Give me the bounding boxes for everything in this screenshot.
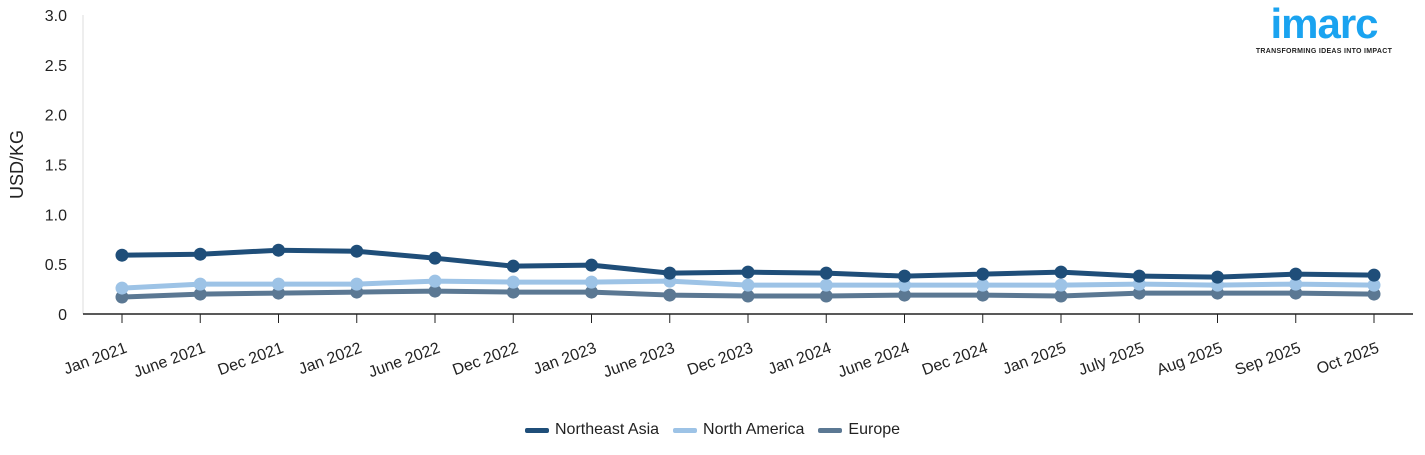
legend-swatch [673, 427, 698, 433]
x-tick-label: Jan 2021 [62, 340, 130, 379]
x-tick-label: Dec 2021 [216, 340, 286, 379]
data-point [663, 266, 677, 280]
x-tick-label: June 2021 [132, 340, 208, 382]
x-tick-label: Sep 2025 [1233, 340, 1303, 379]
logo-word: imarc [1270, 0, 1378, 47]
x-tick-label: Dec 2024 [920, 340, 990, 379]
data-point [1367, 268, 1381, 282]
y-tick-label: 3.0 [45, 8, 67, 25]
legend-label: North America [703, 421, 805, 438]
data-point [1054, 278, 1068, 292]
data-point [663, 288, 677, 302]
data-point [976, 288, 990, 302]
y-tick-label: 2.0 [45, 108, 67, 125]
data-point [350, 244, 364, 258]
data-point [976, 267, 990, 281]
data-point [506, 259, 520, 273]
data-point [819, 289, 833, 303]
x-tick-label: Jan 2025 [1001, 340, 1069, 379]
x-tick-label: June 2022 [366, 340, 442, 382]
data-point [193, 277, 207, 291]
data-point [976, 278, 990, 292]
y-axis-label: USD/KG [7, 130, 27, 199]
x-tick-label: July 2025 [1076, 340, 1146, 379]
data-point [1132, 269, 1146, 283]
data-point [1367, 278, 1381, 292]
data-point [428, 284, 442, 298]
legend: Northeast Asia North America Europe [0, 421, 1425, 439]
y-tick-label: 0 [58, 307, 67, 324]
legend-item[interactable]: Europe [818, 421, 900, 439]
x-tick-label: Aug 2025 [1155, 340, 1225, 379]
legend-swatch [818, 427, 843, 433]
x-tick-label: Jan 2023 [531, 340, 599, 379]
data-point [898, 278, 911, 292]
y-tick-label: 1.5 [45, 158, 67, 175]
data-point [1289, 277, 1303, 291]
x-tick-label: June 2023 [601, 340, 677, 382]
data-point [428, 251, 442, 265]
data-point [585, 258, 598, 272]
data-point [741, 278, 755, 292]
data-point [115, 290, 129, 304]
data-point [193, 287, 207, 301]
x-tick-label: Dec 2022 [450, 340, 520, 379]
y-tick-label: 1.0 [45, 207, 67, 224]
data-point [741, 289, 755, 303]
data-point [1367, 287, 1381, 301]
data-point [1132, 286, 1146, 300]
x-tick-label: Jan 2022 [296, 340, 364, 379]
x-tick-label: Oct 2025 [1315, 340, 1382, 378]
x-tick-label: June 2024 [836, 340, 912, 382]
data-point [585, 285, 598, 299]
data-point [193, 247, 207, 261]
data-point [115, 281, 129, 295]
data-point [741, 265, 755, 279]
data-point [272, 243, 285, 257]
data-point [428, 274, 442, 288]
data-point [272, 286, 285, 300]
data-point [1289, 286, 1303, 300]
legend-label: Europe [848, 421, 901, 438]
data-point [898, 269, 911, 283]
x-tick-label: Dec 2023 [685, 340, 755, 379]
data-point [1289, 267, 1303, 281]
data-point [819, 266, 833, 280]
logo-tagline: TRANSFORMING IDEAS INTO IMPACT [1255, 48, 1393, 55]
legend-label: Northeast Asia [554, 421, 660, 438]
legend-item[interactable]: Northeast Asia [524, 421, 660, 439]
data-point [115, 248, 129, 262]
data-point [1054, 289, 1068, 303]
y-tick-label: 2.5 [45, 58, 67, 75]
data-point [819, 278, 833, 292]
legend-swatch [524, 427, 549, 433]
data-point [585, 275, 598, 289]
data-point [898, 288, 911, 302]
data-point [506, 285, 520, 299]
data-point [1211, 270, 1224, 284]
y-tick-label: 0.5 [45, 257, 67, 274]
data-point [506, 275, 520, 289]
legend-item[interactable]: North America [673, 421, 804, 439]
x-tick-label: Jan 2024 [766, 340, 834, 379]
data-point [350, 277, 364, 291]
imarc-logo: imarc TRANSFORMING IDEAS INTO IMPACT [1254, 0, 1394, 56]
data-point [272, 277, 285, 291]
data-point [1054, 265, 1068, 279]
